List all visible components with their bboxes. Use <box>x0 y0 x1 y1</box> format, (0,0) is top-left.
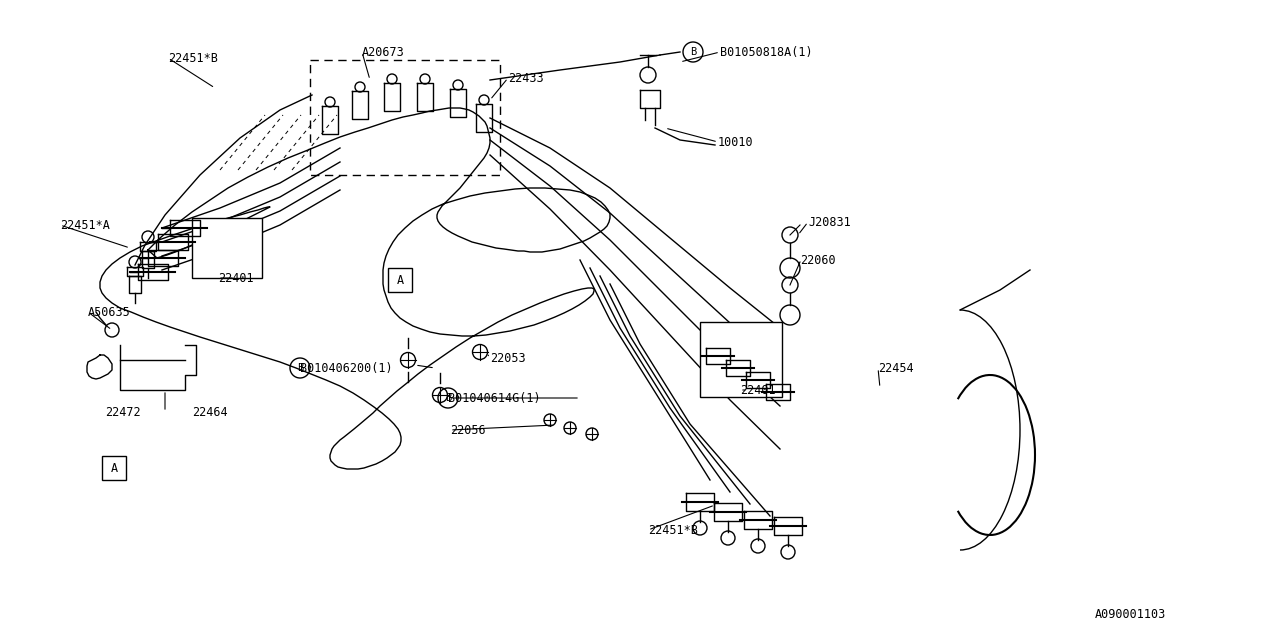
Text: J20831: J20831 <box>808 216 851 228</box>
Text: 22451*A: 22451*A <box>60 218 110 232</box>
Text: 22454: 22454 <box>878 362 914 374</box>
Text: A090001103: A090001103 <box>1094 609 1166 621</box>
Text: 22401: 22401 <box>218 271 253 285</box>
Text: 22433: 22433 <box>508 72 544 84</box>
Bar <box>700 322 782 397</box>
Text: 22451*B: 22451*B <box>648 524 698 536</box>
Text: 22472: 22472 <box>105 406 141 419</box>
Text: A50635: A50635 <box>88 305 131 319</box>
Text: A20673: A20673 <box>362 45 404 58</box>
Text: B: B <box>297 363 303 373</box>
Text: 22401: 22401 <box>740 383 776 397</box>
Text: 22451*B: 22451*B <box>168 51 218 65</box>
FancyBboxPatch shape <box>388 268 412 292</box>
Text: 22060: 22060 <box>800 253 836 266</box>
Polygon shape <box>100 108 611 469</box>
Text: B: B <box>445 393 451 403</box>
Text: 22464: 22464 <box>192 406 228 419</box>
Text: B01040614G(1): B01040614G(1) <box>448 392 540 404</box>
Text: 22056: 22056 <box>451 424 485 436</box>
FancyBboxPatch shape <box>102 456 125 480</box>
Text: B: B <box>690 47 696 57</box>
Text: A: A <box>397 273 403 287</box>
Text: A: A <box>110 461 118 474</box>
Text: 22053: 22053 <box>490 351 526 365</box>
Text: B01050818A(1): B01050818A(1) <box>721 45 813 58</box>
Bar <box>192 218 262 278</box>
Text: B010406200(1): B010406200(1) <box>300 362 393 374</box>
Text: 10010: 10010 <box>718 136 754 148</box>
